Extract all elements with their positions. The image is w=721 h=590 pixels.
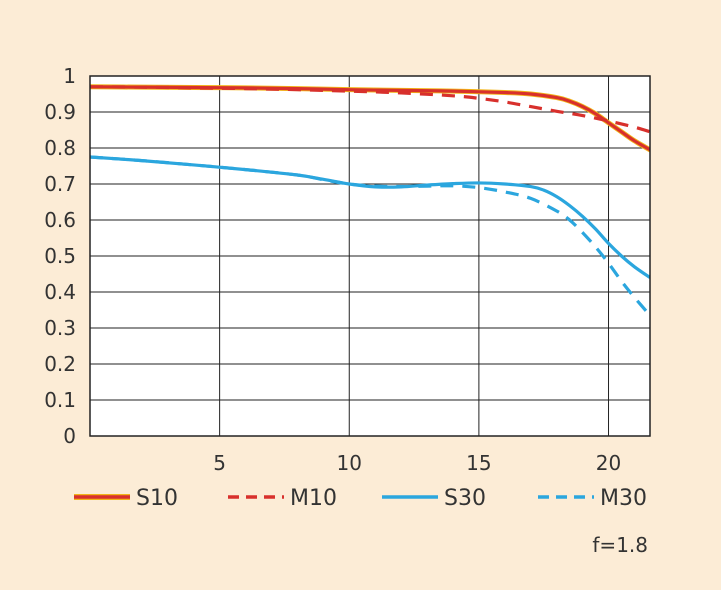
series-s10-line (90, 85, 650, 152)
y-tick-label: 0.9 (44, 100, 76, 124)
y-tick-label: 0.6 (44, 208, 76, 232)
x-tick-label: 5 (213, 451, 226, 475)
series-m10-line (90, 85, 650, 134)
y-tick-label: 0.8 (44, 136, 76, 160)
y-tick-label: 0.1 (44, 388, 76, 412)
x-tick-label: 15 (466, 451, 491, 475)
x-tick-label: 10 (337, 451, 362, 475)
x-tick-label: 20 (596, 451, 621, 475)
aperture-annotation: f=1.8 (592, 533, 648, 557)
x-axis: 5 10 15 20 (213, 451, 621, 475)
legend-label-s30: S30 (444, 486, 486, 511)
y-tick-label: 0.3 (44, 316, 76, 340)
legend-label-m10: M10 (290, 486, 337, 511)
y-tick-label: 0.4 (44, 280, 76, 304)
series-group (90, 84, 650, 317)
legend-label-s10: S10 (136, 486, 178, 511)
legend: S10 M10 S30 M30 (74, 486, 647, 511)
legend-label-m30: M30 (600, 486, 647, 511)
y-axis: 0 0.1 0.2 0.3 0.4 0.5 0.6 0.7 0.8 0.9 1 (44, 64, 76, 448)
y-tick-label: 0.2 (44, 352, 76, 376)
y-tick-label: 0 (63, 424, 76, 448)
y-tick-label: 0.5 (44, 244, 76, 268)
series-s30-line (90, 155, 650, 279)
y-tick-label: 1 (63, 64, 76, 88)
series-m30-line (90, 155, 650, 317)
plot-frame (89, 75, 651, 437)
y-tick-label: 0.7 (44, 172, 76, 196)
